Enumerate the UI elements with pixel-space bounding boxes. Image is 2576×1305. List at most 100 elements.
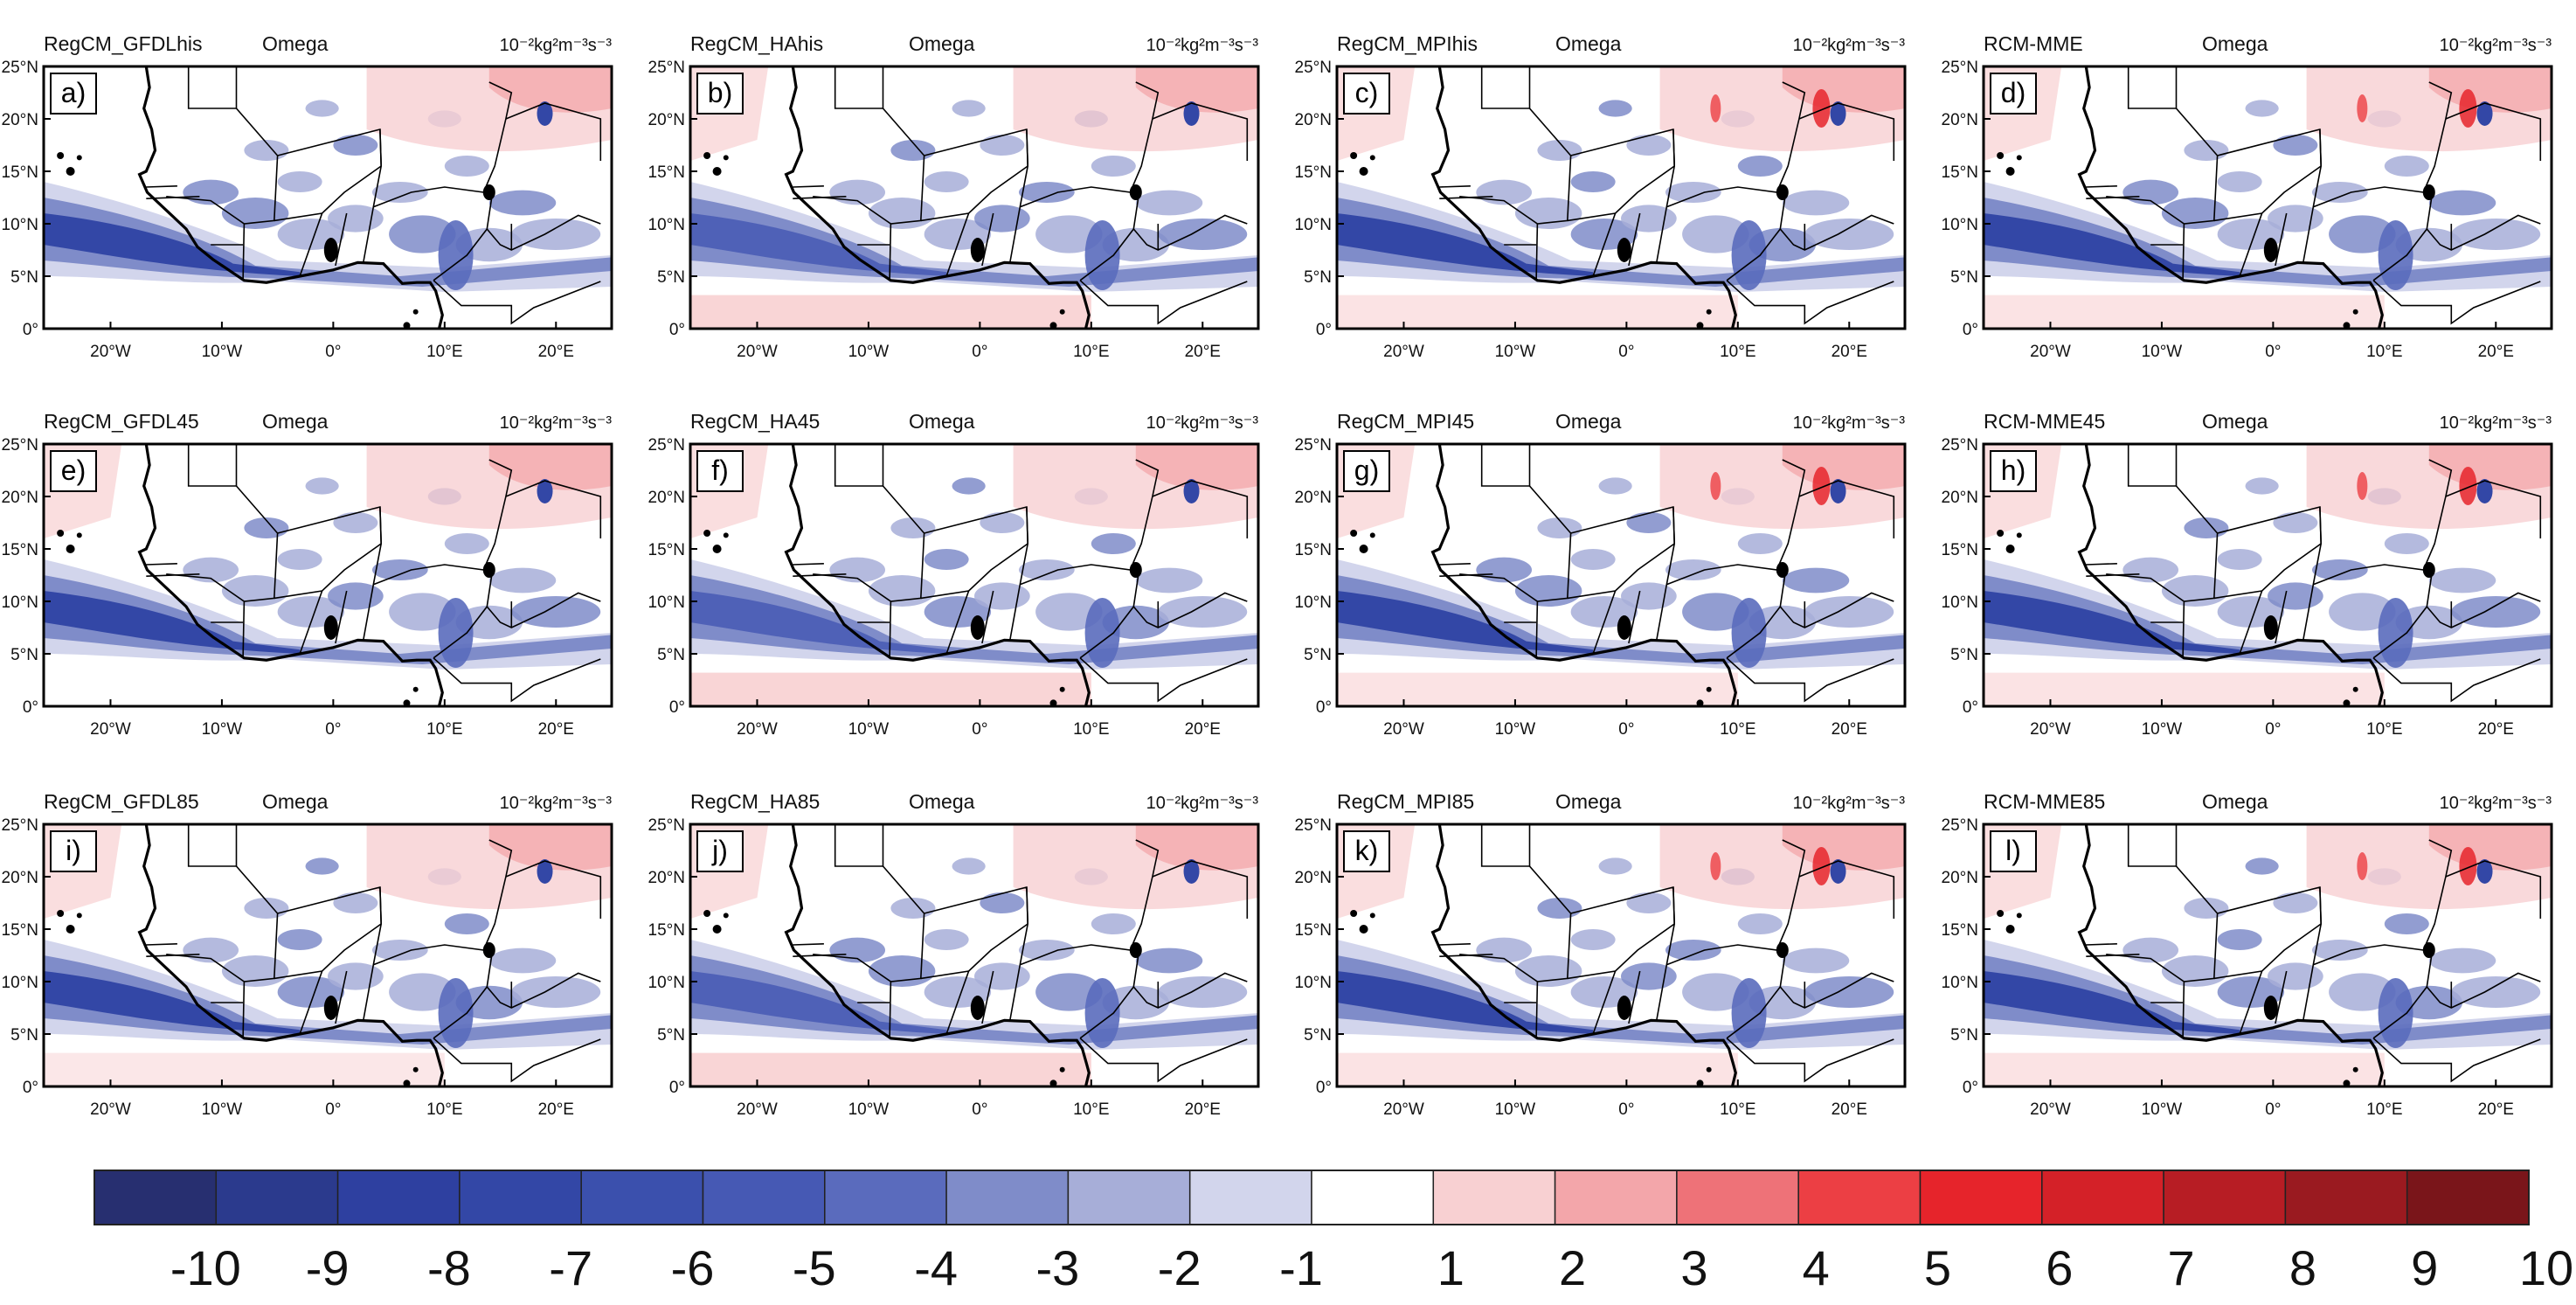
country-border [274,885,383,980]
lat-label: 20°N [1295,869,1332,887]
panel-units: 10⁻²kg²m⁻³s⁻³ [1146,36,1259,55]
tibesti-negative-spot [2476,859,2493,884]
lon-label: 10°W [2142,1100,2183,1119]
northeast-positive-core [488,66,612,113]
country-border [242,600,246,658]
country-border [2213,885,2323,980]
northeast-positive-core [1135,66,1258,113]
coastline [784,66,1091,329]
country-border [2127,66,2178,109]
country-border [2302,128,2323,263]
colorbar-frame [93,1170,2530,1225]
lat-label: 15°N [648,541,685,559]
lat-label: 5°N [1950,268,1978,287]
country-border [187,444,238,487]
land-omega-patch [2273,892,2318,913]
lat-label: 25°N [1295,816,1332,835]
lon-label: 20°W [90,720,131,739]
country-border [945,212,970,277]
land-omega-patch [1782,190,1850,216]
lat-label: 0° [1963,698,1978,717]
map-panel: RegCM_GFDL45 Omega 10⁻²kg²m⁻³s⁻³ e) 25°N 20°N… [2,410,613,739]
south-positive-band [690,1052,1091,1086]
lon-label: 20°W [1383,1100,1424,1119]
panel-units: 10⁻²kg²m⁻³s⁻³ [2440,36,2552,55]
lat-label: 5°N [1304,268,1332,287]
tibesti-positive-spot [1812,847,1831,885]
land-omega-patch [183,937,239,963]
land-omega-patch [1158,596,1248,628]
country-border [2182,981,2185,1038]
land-omega-patch [2268,582,2323,610]
field-layer [44,444,612,670]
lon-label: 20°W [1383,343,1424,361]
principe-island [1706,1066,1712,1072]
country-border [834,444,884,487]
sao-tome-island [1696,1079,1704,1087]
country-border [2127,444,2178,487]
country-border [2275,212,2288,267]
panel-letter-box [696,450,744,492]
land-omega-patch [952,857,986,875]
cape-verde-island [1359,545,1368,553]
land-omega-patch [1626,512,1672,533]
land-omega-patch [389,215,456,253]
country-border [2426,592,2541,628]
lat-label: 15°N [1942,163,1978,182]
cape-verde-island [1359,167,1368,176]
lon-label: 20°E [1832,343,1867,361]
lake-volta [1617,238,1631,262]
land-omega-patch [1135,190,1203,216]
lat-label: 10°N [1295,593,1332,612]
highland-omega-patch [2378,220,2413,290]
land-omega-patch [488,567,557,593]
colorbar-swatch [1797,1170,1922,1225]
cape-verde-island [2016,155,2022,161]
lon-label: 0° [972,1100,987,1119]
country-border [363,886,383,1021]
colorbar-label: 10 [2519,1240,2573,1295]
lon-label: 20°E [538,343,574,361]
panel-variable-name: Omega [2202,790,2268,813]
lat-label: 0° [1316,698,1332,717]
land-omega-patch [2384,156,2429,177]
land-omega-patch [2451,596,2541,628]
lat-label: 5°N [1304,646,1332,664]
panel-letter: d) [2001,77,2025,108]
highland-omega-patch [1084,978,1120,1048]
south-positive-band [690,672,1091,706]
sao-tome-island [403,1079,411,1087]
lake-chad [482,562,495,578]
lon-label: 20°E [1832,720,1867,739]
lon-label: 20°W [737,343,778,361]
land-omega-patch [1570,929,1616,950]
sao-tome-island [1696,699,1704,707]
panel-model-name: RegCM_HAhis [690,32,823,55]
country-border [505,102,602,161]
country-border [1776,81,1806,193]
map-panel: RegCM_HA45 Omega 10⁻²kg²m⁻³s⁻³ f) 25°N 20°N 15… [648,410,1260,739]
tibesti-negative-spot [1183,479,1200,503]
panel-units: 10⁻²kg²m⁻³s⁻³ [1146,794,1259,813]
colorbar-label: -5 [793,1240,836,1295]
lat-label: 5°N [1304,1026,1332,1045]
land-omega-patch [511,219,601,250]
map-frame [1335,442,1907,708]
lake-volta [2263,238,2278,262]
cape-verde-island [2005,925,2015,934]
panel-letter-box [50,73,97,115]
colorbar-swatch [1919,1170,2043,1225]
land-omega-patch [974,582,1030,610]
land-omega-patch [974,962,1030,990]
lat-label: 25°N [1942,816,1978,835]
colorbar-swatch [1432,1170,1556,1225]
land-omega-patch [1035,593,1103,631]
lat-label: 0° [669,698,685,717]
country-border [505,480,602,538]
cape-verde-island [76,532,82,538]
country-border [2106,865,2219,982]
lon-label: 10°E [1073,343,1109,361]
land-omega-patch [1570,171,1616,192]
land-omega-patch [980,135,1025,156]
country-border [363,128,383,263]
